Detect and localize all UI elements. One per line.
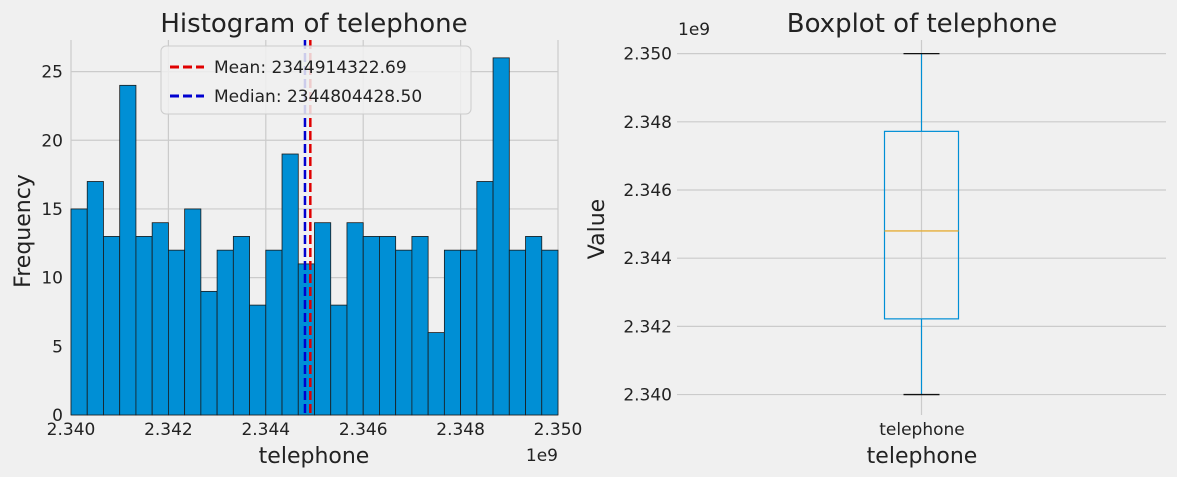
histogram-x-tick-label: 2.342 xyxy=(144,420,193,440)
histogram-title: Histogram of telephone xyxy=(160,9,467,39)
histogram-bar xyxy=(167,249,186,416)
histogram-bar xyxy=(281,153,299,416)
histogram-y-tick-label: 10 xyxy=(41,269,63,289)
histogram-x-tick-label: 2.346 xyxy=(339,420,388,440)
histogram-bar xyxy=(395,249,413,416)
boxplot-y-label: Value xyxy=(585,199,610,259)
histogram-bar xyxy=(541,249,559,416)
histogram-bar xyxy=(119,84,137,416)
histogram-bar xyxy=(346,222,364,416)
histogram-bar xyxy=(265,249,283,416)
histogram-bar xyxy=(70,208,88,416)
histogram-bar xyxy=(492,57,510,416)
histogram-x-ticks: 2.340 2.342 2.344 2.346 2.348 2.350 xyxy=(47,420,583,440)
boxplot-y-offset: 1e9 xyxy=(678,20,710,40)
histogram-bar xyxy=(460,249,478,416)
histogram-bar xyxy=(151,222,169,416)
boxplot-y-tick-label: 2.350 xyxy=(623,45,672,65)
histogram-bar xyxy=(525,236,543,416)
histogram-y-tick-label: 0 xyxy=(52,406,63,426)
histogram-bar xyxy=(216,249,234,416)
histogram-reference-lines xyxy=(303,40,312,415)
histogram-bar xyxy=(443,249,462,416)
histogram-bar xyxy=(379,236,397,416)
histogram-panel: Histogram of telephone 2.340 2.342 2.344 2.… xyxy=(11,9,582,469)
boxplot-x-label: telephone xyxy=(867,444,978,469)
histogram-bar xyxy=(135,236,153,416)
histogram-bar xyxy=(184,208,202,416)
boxplot-panel: Boxplot of telephone 2.3402.3422.3442.34… xyxy=(585,9,1166,469)
histogram-bar xyxy=(427,332,445,416)
boxplot-y-tick-label: 2.340 xyxy=(623,386,672,406)
boxplot-y-tick-label: 2.348 xyxy=(623,113,672,133)
histogram-x-tick-label: 2.340 xyxy=(47,420,96,440)
boxplot-y-tick-label: 2.342 xyxy=(623,317,672,337)
histogram-bar xyxy=(297,263,315,416)
histogram-bar xyxy=(508,249,526,416)
iqr-box xyxy=(883,130,960,320)
histogram-y-tick-label: 15 xyxy=(41,200,63,220)
legend-box xyxy=(160,45,472,115)
histogram-x-tick-label: 2.344 xyxy=(241,420,290,440)
histogram-x-tick-label: 2.350 xyxy=(534,420,583,440)
histogram-bar xyxy=(103,236,121,416)
histogram-bar xyxy=(86,181,104,416)
boxplot-y-ticks: 2.340 2.342 2.344 2.346 2.348 2.350 xyxy=(623,45,672,406)
histogram-x-tick-label: 2.348 xyxy=(436,420,485,440)
histogram-y-ticks: 0 5 10 15 20 25 xyxy=(41,63,63,426)
histogram-bar xyxy=(411,236,429,416)
histogram-bar xyxy=(476,181,494,416)
histogram-bar xyxy=(249,304,267,416)
legend-mean-label: Mean: 2344914322.69 xyxy=(214,58,407,78)
histogram-legend: Mean: 2344914322.69 Median: 2344804428.5… xyxy=(160,45,472,115)
histogram-y-tick-label: 5 xyxy=(52,337,63,357)
legend-median-label: Median: 2344804428.50 xyxy=(214,87,422,107)
histogram-bar xyxy=(330,304,348,416)
histogram-y-tick-label: 20 xyxy=(41,131,63,151)
boxplot-y-tick-label: 2.344 xyxy=(623,249,672,269)
boxplot-marks xyxy=(883,52,960,396)
histogram-bar xyxy=(200,290,218,416)
boxplot-y-tick-label: 2.346 xyxy=(623,181,672,201)
histogram-y-label: Frequency xyxy=(11,174,36,288)
histogram-bar xyxy=(314,222,332,416)
histogram-y-tick-label: 25 xyxy=(41,63,63,83)
histogram-bar xyxy=(362,236,380,416)
histogram-x-label: telephone xyxy=(259,444,370,469)
histogram-x-offset: 1e9 xyxy=(526,446,558,466)
histogram-bars xyxy=(70,57,559,416)
histogram-bar xyxy=(232,236,250,416)
boxplot-category-label: telephone xyxy=(879,420,965,440)
boxplot-title: Boxplot of telephone xyxy=(787,9,1058,39)
